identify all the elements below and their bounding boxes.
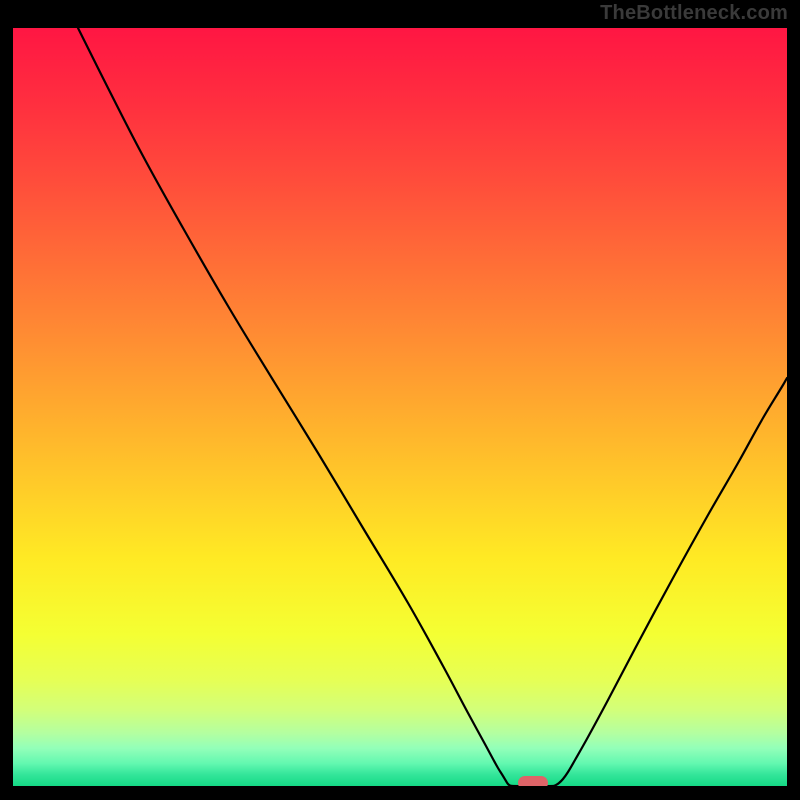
chart-svg <box>13 28 787 786</box>
plot-area <box>13 28 787 786</box>
optimum-marker <box>518 776 548 786</box>
gradient-background <box>13 28 787 786</box>
watermark-text: TheBottleneck.com <box>600 2 788 25</box>
chart-frame: TheBottleneck.com <box>0 0 800 800</box>
